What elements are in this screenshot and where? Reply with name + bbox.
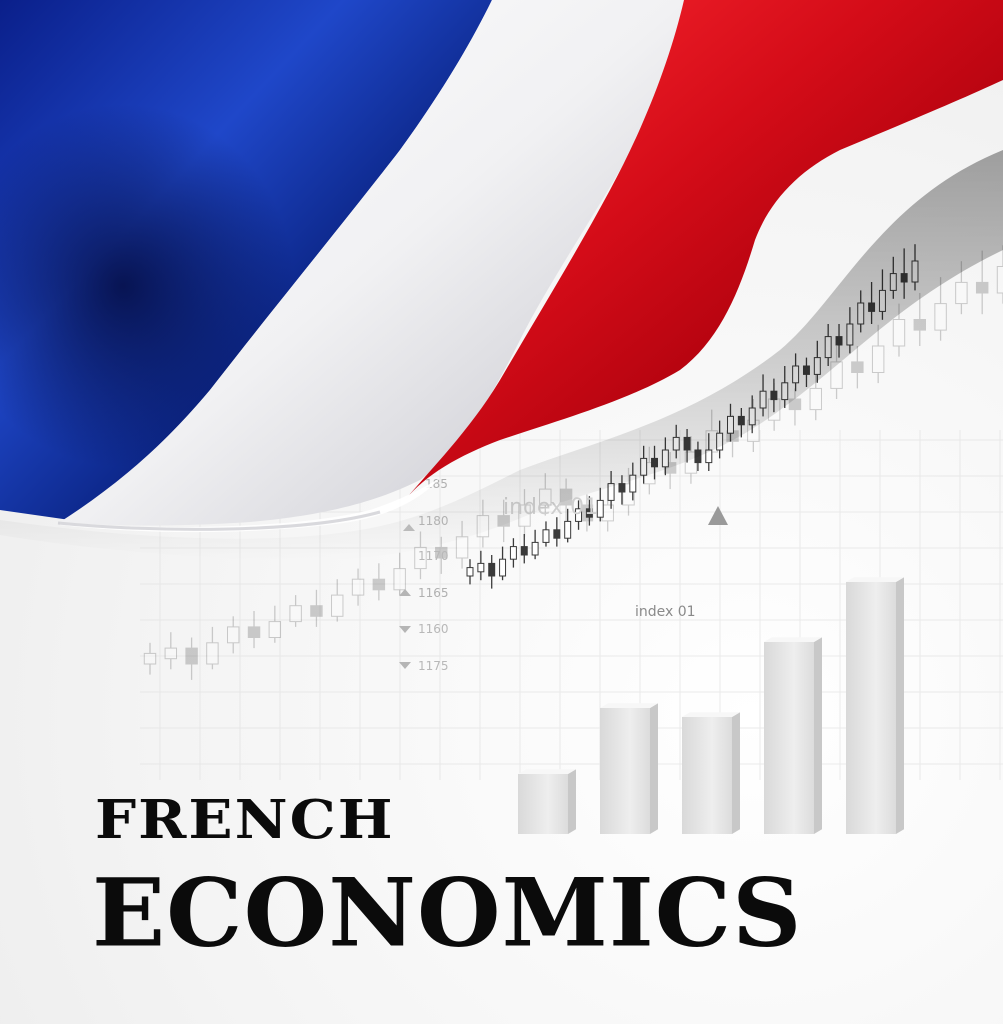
candle-body [871, 345, 885, 373]
candle-body [310, 605, 323, 617]
candle-body [477, 562, 485, 573]
down-arrow-icon [399, 626, 411, 633]
candle-body [585, 508, 593, 518]
bar-front [764, 642, 814, 834]
candle-body [226, 626, 240, 644]
candle-body [206, 642, 219, 665]
flag-shadow [0, 150, 1003, 561]
candle-body [164, 647, 178, 660]
candlestick-chart-faded [143, 245, 1003, 680]
candle-body [564, 520, 572, 539]
bar-top [764, 637, 822, 642]
candle-body [435, 546, 448, 559]
candle-body [509, 546, 517, 560]
candle-body [553, 529, 561, 539]
flag-blue-shading [0, 0, 492, 520]
bar-front [518, 774, 568, 834]
down-arrow-icon [399, 662, 411, 669]
candle-body [622, 483, 635, 506]
candle-body [331, 594, 344, 617]
candle-body [575, 508, 583, 522]
bar-side [896, 577, 904, 834]
candle-body [809, 387, 822, 411]
tick-label: 1175 [418, 659, 449, 673]
candle-body [466, 567, 474, 577]
bar-front [682, 717, 732, 834]
up-arrow-icon [399, 589, 411, 596]
bar-top [682, 712, 740, 717]
candle-body [892, 319, 906, 347]
bar-chart [518, 577, 904, 834]
bar-side [568, 769, 576, 834]
candle-body [913, 319, 927, 331]
bar [846, 577, 904, 834]
tick-label: 185 [425, 477, 448, 491]
bar [682, 712, 740, 834]
tick-label: 1170 [418, 549, 449, 563]
index-label-small: index 01 [635, 604, 696, 620]
bar [600, 703, 658, 834]
candle-body [185, 647, 198, 665]
candle-body [520, 546, 528, 556]
candle-body [596, 499, 604, 518]
bar-top [518, 769, 576, 774]
candle-body [788, 398, 802, 411]
flag-white-stripe [60, 0, 684, 526]
candle-body [268, 621, 282, 638]
bar [518, 769, 576, 834]
candle-body [488, 562, 496, 577]
bar-front [846, 582, 896, 834]
bar-side [732, 712, 740, 834]
candle-body [372, 578, 386, 591]
candle-body [351, 578, 365, 596]
candle-body [934, 303, 947, 331]
candle-body [531, 541, 539, 556]
title-line-french: FRENCH [95, 788, 395, 851]
candle-body [542, 529, 550, 543]
candle-body [618, 483, 626, 493]
candle-body [851, 361, 864, 373]
candle-body [975, 281, 989, 294]
bar-side [814, 637, 822, 834]
french-flag [0, 0, 1003, 533]
bar-top [846, 577, 904, 582]
tick-label: 1160 [418, 622, 449, 636]
up-arrow-icon [708, 506, 728, 525]
tick-label: 1165 [418, 586, 449, 600]
bar-top [600, 703, 658, 708]
title-line-economics: ECONOMICS [92, 857, 803, 968]
candle-body [499, 558, 507, 577]
candle-body [289, 605, 302, 623]
candle-body [455, 536, 469, 559]
flag-red-stripe [405, 0, 1003, 500]
candle-body [143, 652, 157, 665]
bar-side [650, 703, 658, 834]
candle-body [955, 281, 968, 305]
candle-body [393, 568, 406, 591]
candle-body [996, 266, 1003, 294]
bar [764, 637, 822, 834]
candle-body [247, 626, 261, 639]
flag-fold-edge [57, 510, 381, 531]
bar-front [600, 708, 650, 834]
